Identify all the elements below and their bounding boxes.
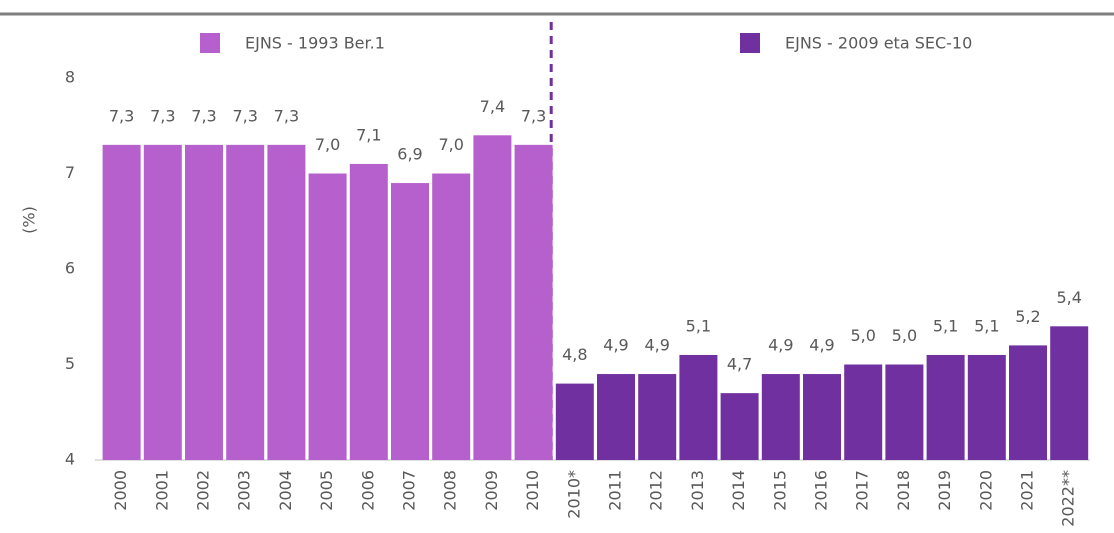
- bar: [1050, 326, 1089, 460]
- x-tick-label: 2019: [935, 470, 954, 511]
- x-tick-label: 2000: [111, 470, 130, 511]
- x-tick-label: 2006: [358, 470, 377, 511]
- x-tick-label: 2018: [894, 470, 913, 511]
- bar: [803, 374, 841, 460]
- data-label: 6,9: [397, 145, 422, 164]
- bar: [473, 135, 512, 461]
- x-tick-label: 2021: [1018, 470, 1037, 511]
- x-tick-label: 2015: [770, 470, 789, 511]
- bar: [267, 144, 306, 460]
- legend-swatch: [200, 33, 220, 53]
- x-tick-label: 2010: [523, 470, 542, 511]
- data-label: 7,3: [274, 106, 299, 125]
- data-label: 7,0: [438, 135, 463, 154]
- data-label: 7,3: [521, 106, 546, 125]
- data-label: 7,3: [191, 106, 216, 125]
- legend-swatch: [740, 33, 760, 53]
- data-label: 4,9: [809, 336, 834, 355]
- x-tick-label: 2017: [853, 470, 872, 511]
- bar: [761, 374, 800, 460]
- y-tick-label: 5: [65, 354, 75, 373]
- bar: [391, 183, 429, 461]
- bar: [1009, 345, 1047, 460]
- data-label: 5,2: [1015, 307, 1040, 326]
- data-label: 5,4: [1056, 288, 1081, 307]
- y-tick-label: 8: [65, 68, 75, 87]
- x-tick-label: 2008: [441, 470, 460, 511]
- x-tick-label: 2009: [482, 470, 501, 511]
- bar: [844, 364, 883, 460]
- data-label: 7,3: [109, 106, 134, 125]
- bar: [679, 354, 718, 460]
- data-label: 5,1: [686, 316, 711, 335]
- data-label: 7,1: [356, 125, 381, 144]
- data-label: 4,9: [603, 336, 628, 355]
- legend-label: EJNS - 1993 Ber.1: [245, 34, 385, 53]
- x-tick-label: 2002: [194, 470, 213, 511]
- x-tick-label: 2012: [647, 470, 666, 511]
- bar: [432, 173, 471, 460]
- x-tick-label: 2003: [235, 470, 254, 511]
- bar: [308, 173, 347, 460]
- data-label: 5,1: [974, 316, 999, 335]
- x-tick-label: 2014: [729, 470, 748, 511]
- data-label: 7,3: [232, 106, 257, 125]
- data-label: 4,8: [562, 345, 587, 364]
- bar: [514, 144, 553, 460]
- bar: [185, 144, 223, 460]
- bar: [720, 393, 759, 460]
- x-tick-label: 2013: [688, 470, 707, 511]
- data-label: 7,0: [315, 135, 340, 154]
- y-tick-label: 7: [65, 163, 75, 182]
- x-tick-label: 2001: [152, 470, 171, 511]
- x-tick-label: 2004: [276, 470, 295, 511]
- x-tick-label: 2020: [976, 470, 995, 511]
- bar: [349, 163, 388, 460]
- y-tick-label: 6: [65, 259, 75, 278]
- x-tick-label: 2005: [317, 470, 336, 511]
- x-tick-label: 2007: [400, 470, 419, 511]
- bar: [226, 144, 265, 460]
- data-label: 7,4: [480, 97, 505, 116]
- data-label: 5,1: [933, 316, 958, 335]
- bar: [967, 354, 1006, 460]
- data-label: 5,0: [850, 326, 875, 345]
- x-tick-label: 2016: [812, 470, 831, 511]
- data-label: 5,0: [892, 326, 917, 345]
- bar: [102, 144, 141, 460]
- x-tick-label: 2011: [606, 470, 625, 511]
- bar: [143, 144, 182, 460]
- data-label: 7,3: [150, 106, 175, 125]
- bar: [555, 383, 594, 460]
- x-tick-label: 2022**: [1059, 470, 1078, 527]
- legend-label: EJNS - 2009 eta SEC-10: [785, 34, 972, 53]
- bar: [638, 374, 677, 460]
- bar: [597, 374, 635, 460]
- y-tick-label: 4: [65, 450, 75, 469]
- y-axis-label: (%): [20, 206, 39, 234]
- data-label: 4,9: [768, 336, 793, 355]
- data-label: 4,9: [644, 336, 669, 355]
- data-label: 4,7: [727, 355, 752, 374]
- bar: [885, 364, 924, 460]
- x-tick-label: 2010*: [564, 470, 583, 519]
- bar: [926, 354, 965, 460]
